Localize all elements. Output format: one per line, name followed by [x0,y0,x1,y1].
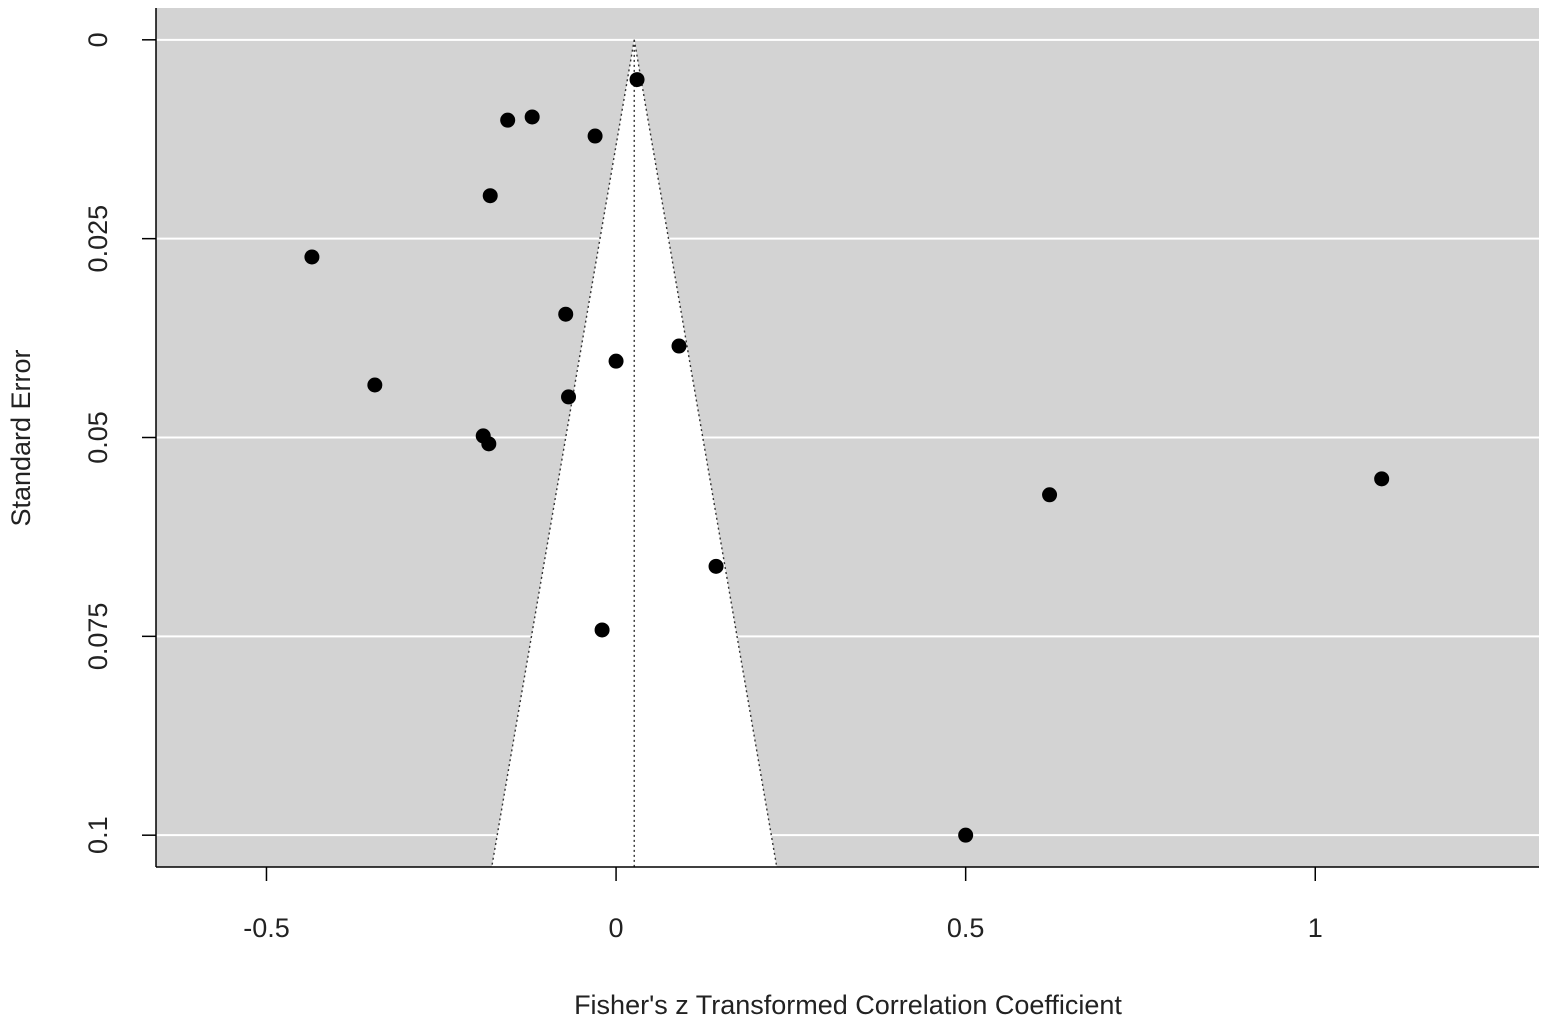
data-point-14 [1374,471,1390,487]
data-point-17 [958,827,974,843]
y-tick-label-2: 0.05 [83,411,113,464]
data-point-4 [482,188,498,204]
x-axis-label: Fisher's z Transformed Correlation Coeff… [574,990,1122,1020]
data-point-10 [561,389,577,405]
data-point-12 [481,436,497,452]
data-point-3 [587,128,603,144]
data-point-1 [524,109,540,125]
data-point-0 [629,72,645,88]
data-point-7 [671,338,687,354]
data-point-6 [558,306,574,322]
x-tick-label-0: -0.5 [243,913,290,943]
data-point-16 [594,622,610,638]
x-tick-label-2: 0.5 [947,913,985,943]
data-point-15 [708,558,724,574]
x-axis-ticks: -0.5 0 0.5 1 [243,867,1323,943]
y-tick-label-0: 0 [83,32,113,47]
data-point-9 [367,377,383,393]
data-points [304,72,1390,843]
data-point-8 [608,353,624,369]
data-point-2 [500,112,516,128]
data-point-5 [304,249,320,265]
data-point-13 [1042,487,1058,503]
y-tick-label-1: 0.025 [83,205,113,273]
x-tick-label-3: 1 [1308,913,1323,943]
grid-lines [156,38,1539,837]
y-axis-label: Standard Error [6,349,36,526]
y-axis-ticks: 0 0.025 0.05 0.075 0.1 [83,32,156,854]
funnel-region [491,39,777,867]
x-tick-label-1: 0 [609,913,624,943]
y-tick-label-3: 0.075 [83,603,113,671]
y-tick-label-4: 0.1 [83,816,113,854]
